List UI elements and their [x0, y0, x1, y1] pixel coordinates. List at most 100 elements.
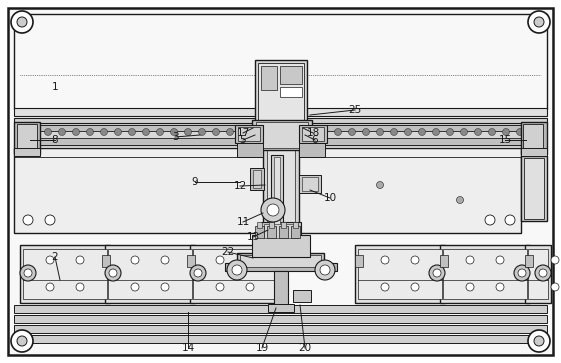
- Bar: [302, 127, 324, 141]
- Circle shape: [315, 260, 335, 280]
- Circle shape: [11, 11, 33, 33]
- Text: 17: 17: [236, 128, 250, 138]
- Bar: [293, 222, 298, 228]
- Circle shape: [23, 215, 33, 225]
- Circle shape: [20, 265, 36, 281]
- Circle shape: [306, 129, 314, 135]
- Circle shape: [128, 129, 136, 135]
- Bar: [35, 125, 526, 131]
- Bar: [525, 245, 551, 303]
- Circle shape: [76, 283, 84, 291]
- Circle shape: [17, 336, 27, 346]
- Circle shape: [514, 265, 530, 281]
- Circle shape: [72, 129, 80, 135]
- Bar: [108, 249, 192, 299]
- Bar: [264, 224, 298, 238]
- Circle shape: [58, 129, 66, 135]
- Circle shape: [45, 215, 55, 225]
- Bar: [225, 263, 337, 271]
- Bar: [521, 122, 547, 154]
- Bar: [267, 130, 295, 256]
- Circle shape: [131, 256, 139, 264]
- Bar: [443, 249, 527, 299]
- Circle shape: [466, 256, 474, 264]
- Bar: [523, 124, 543, 152]
- Circle shape: [267, 204, 279, 216]
- Circle shape: [539, 269, 547, 277]
- Circle shape: [517, 129, 523, 135]
- Bar: [358, 249, 442, 299]
- Bar: [14, 315, 547, 323]
- Bar: [20, 245, 110, 303]
- Circle shape: [142, 129, 149, 135]
- Bar: [35, 125, 526, 145]
- Bar: [257, 222, 262, 228]
- Bar: [299, 125, 327, 143]
- Circle shape: [433, 129, 439, 135]
- Bar: [274, 271, 288, 306]
- Text: 20: 20: [298, 343, 311, 353]
- Circle shape: [429, 265, 445, 281]
- Bar: [17, 124, 37, 152]
- Bar: [440, 255, 448, 267]
- Text: 10: 10: [324, 193, 337, 203]
- Bar: [355, 245, 445, 303]
- Circle shape: [227, 260, 247, 280]
- Bar: [35, 138, 526, 145]
- Text: 11: 11: [236, 217, 250, 227]
- Text: 3: 3: [172, 132, 178, 142]
- Bar: [255, 226, 264, 238]
- Circle shape: [348, 129, 356, 135]
- Circle shape: [216, 256, 224, 264]
- Circle shape: [100, 129, 108, 135]
- Bar: [187, 255, 195, 267]
- Bar: [267, 226, 276, 238]
- Bar: [299, 143, 325, 157]
- Circle shape: [334, 129, 342, 135]
- Circle shape: [381, 256, 389, 264]
- Bar: [528, 249, 548, 299]
- Circle shape: [216, 283, 224, 291]
- Circle shape: [46, 256, 54, 264]
- Bar: [105, 245, 195, 303]
- Circle shape: [411, 283, 419, 291]
- Circle shape: [466, 283, 474, 291]
- Circle shape: [161, 256, 169, 264]
- Circle shape: [419, 129, 425, 135]
- Circle shape: [246, 283, 254, 291]
- Circle shape: [496, 283, 504, 291]
- Bar: [193, 249, 277, 299]
- Text: 14: 14: [181, 343, 195, 353]
- Bar: [281, 222, 286, 228]
- Circle shape: [404, 129, 412, 135]
- Text: 18: 18: [306, 128, 320, 138]
- Text: 6: 6: [312, 135, 318, 145]
- Circle shape: [46, 283, 54, 291]
- Circle shape: [496, 256, 504, 264]
- Bar: [14, 14, 547, 109]
- Text: 22: 22: [222, 247, 234, 257]
- Bar: [14, 148, 521, 233]
- Circle shape: [131, 283, 139, 291]
- Bar: [279, 226, 288, 238]
- Bar: [238, 127, 260, 141]
- Text: 25: 25: [348, 105, 362, 115]
- Text: 19: 19: [255, 343, 269, 353]
- Circle shape: [44, 129, 52, 135]
- Circle shape: [24, 269, 32, 277]
- Bar: [440, 245, 530, 303]
- Bar: [237, 253, 324, 269]
- Circle shape: [433, 269, 441, 277]
- Bar: [269, 222, 274, 228]
- Circle shape: [535, 265, 551, 281]
- Bar: [261, 66, 277, 90]
- Bar: [253, 170, 261, 188]
- Circle shape: [505, 215, 515, 225]
- Text: 9: 9: [192, 177, 198, 187]
- Circle shape: [411, 256, 419, 264]
- Bar: [291, 226, 300, 238]
- Circle shape: [320, 129, 328, 135]
- Circle shape: [376, 129, 384, 135]
- Circle shape: [213, 129, 219, 135]
- Bar: [271, 155, 283, 235]
